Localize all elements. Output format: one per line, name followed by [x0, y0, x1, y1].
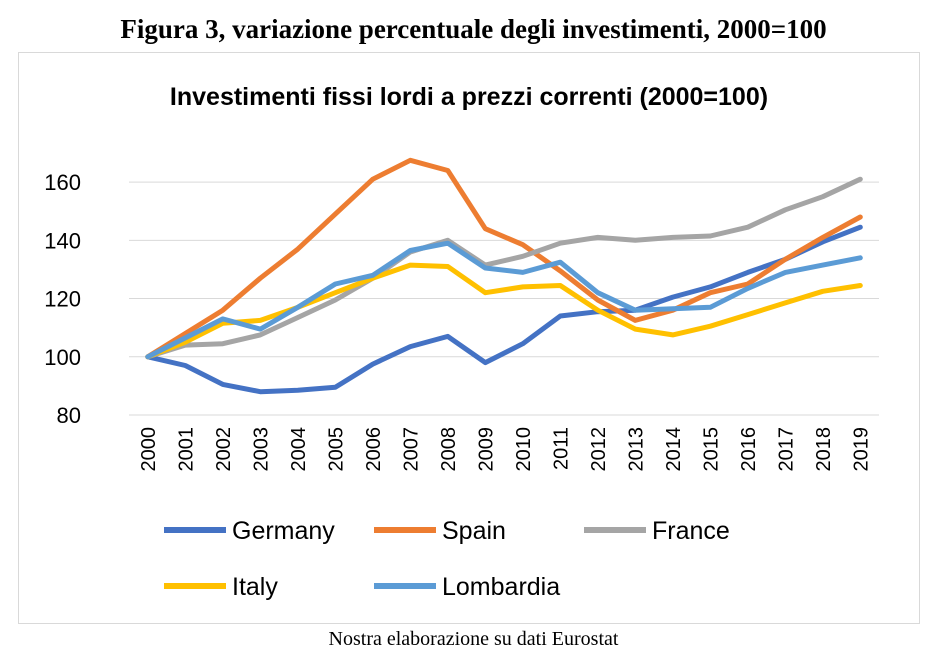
x-tick-label: 2007 [400, 427, 422, 472]
y-tick-label: 160 [44, 170, 81, 195]
legend-label-germany: Germany [232, 517, 335, 545]
caption: Nostra elaborazione su dati Eurostat [328, 628, 619, 650]
y-tick-labels: 80 100 120 140 160 [44, 170, 81, 428]
x-tick-label: 2010 [513, 427, 535, 472]
chart-area: Investimenti fissi lordi a prezzi corren… [18, 52, 920, 624]
x-tick-label: 2008 [438, 427, 460, 472]
y-tick-label: 100 [44, 345, 81, 370]
series-line-france [145, 176, 863, 360]
series-line-lombardia [145, 240, 863, 360]
line-chart: Investimenti fissi lordi a prezzi corren… [44, 83, 879, 601]
x-tick-label: 2004 [288, 427, 310, 472]
x-tick-label: 2011 [550, 427, 572, 470]
legend: Germany Spain France Italy Lombardia [164, 517, 730, 601]
series-lines [145, 157, 863, 395]
x-tick-label: 2012 [588, 427, 610, 472]
y-tick-label: 140 [44, 228, 81, 253]
x-tick-label: 2018 [813, 427, 835, 472]
y-tick-label: 80 [57, 403, 81, 428]
legend-label-lombardia: Lombardia [442, 573, 560, 601]
x-tick-label: 2005 [325, 427, 347, 472]
legend-label-italy: Italy [232, 573, 278, 601]
series-line-italy [145, 262, 863, 360]
figure-title: Figura 3, variazione percentuale degli i… [120, 14, 827, 44]
chart-title: Investimenti fissi lordi a prezzi corren… [170, 83, 768, 111]
x-tick-label: 2003 [250, 427, 272, 472]
x-tick-label: 2006 [363, 427, 385, 472]
legend-label-france: France [652, 517, 730, 545]
x-tick-label: 2013 [625, 427, 647, 472]
series-line-spain [145, 157, 863, 360]
x-tick-label: 2019 [850, 427, 872, 472]
x-tick-label: 2016 [738, 427, 760, 472]
gridlines [129, 181, 879, 416]
x-tick-label: 2001 [175, 427, 197, 472]
x-tick-label: 2002 [213, 427, 235, 472]
x-tick-label: 2000 [138, 427, 160, 472]
x-tick-label: 2017 [775, 427, 797, 472]
series-line-germany [145, 224, 863, 395]
x-tick-labels: 2000 2001 2002 2003 2004 2005 2006 2007 2008 2009… [138, 427, 873, 472]
x-tick-label: 2015 [700, 427, 722, 472]
y-tick-label: 120 [44, 287, 81, 312]
x-tick-label: 2009 [475, 427, 497, 472]
x-tick-label: 2014 [663, 427, 685, 472]
legend-label-spain: Spain [442, 517, 506, 545]
